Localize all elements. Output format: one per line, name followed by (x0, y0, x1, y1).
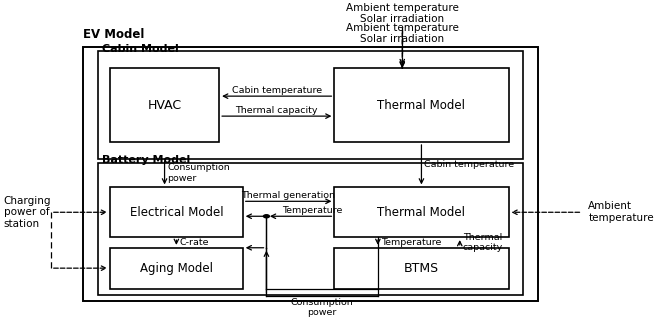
Text: EV Model: EV Model (83, 28, 145, 41)
Bar (83, 47, 538, 301)
Text: BTMS: BTMS (404, 262, 439, 275)
Text: C-rate: C-rate (179, 238, 209, 247)
Text: Consumption
power: Consumption power (168, 163, 231, 183)
Bar (334, 187, 508, 237)
Bar (98, 51, 523, 159)
Bar (334, 68, 508, 142)
Text: Electrical Model: Electrical Model (130, 206, 223, 219)
Bar (110, 187, 243, 237)
Text: Temperature: Temperature (282, 206, 343, 215)
Bar (334, 248, 508, 289)
Text: Ambient temperature
Solar irradiation: Ambient temperature Solar irradiation (346, 3, 458, 24)
Text: Thermal capacity: Thermal capacity (236, 106, 318, 115)
Bar (110, 68, 219, 142)
Text: Cabin Model: Cabin Model (102, 44, 179, 54)
Text: Consumption
power: Consumption power (291, 298, 354, 317)
Text: Battery Model: Battery Model (102, 155, 191, 165)
Text: Ambient temperature
Solar irradiation: Ambient temperature Solar irradiation (346, 23, 458, 44)
Text: Ambient
temperature: Ambient temperature (588, 202, 654, 223)
Text: Temperature: Temperature (381, 238, 441, 247)
Text: Thermal Model: Thermal Model (377, 99, 466, 111)
Text: Cabin temperature: Cabin temperature (232, 86, 322, 95)
Text: Thermal
capacity: Thermal capacity (462, 233, 503, 252)
Text: Aging Model: Aging Model (140, 262, 213, 275)
Bar (110, 248, 243, 289)
Text: HVAC: HVAC (147, 99, 181, 111)
Text: Thermal Model: Thermal Model (377, 206, 466, 219)
Bar (98, 163, 523, 295)
Circle shape (263, 215, 269, 218)
Text: Cabin temperature: Cabin temperature (424, 160, 515, 169)
Text: Thermal generation: Thermal generation (242, 191, 335, 200)
Text: Charging
power of
station: Charging power of station (4, 196, 51, 229)
